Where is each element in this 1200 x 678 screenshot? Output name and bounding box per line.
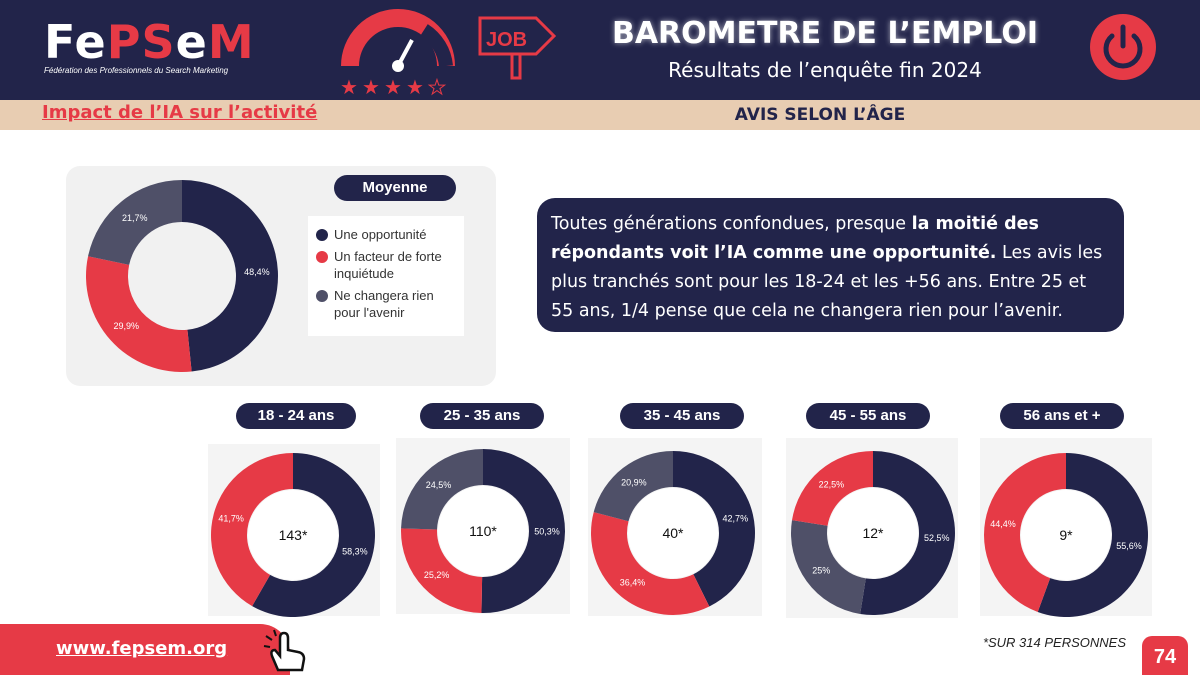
legend-dot bbox=[316, 290, 328, 302]
slice-value-label: 21,7% bbox=[122, 213, 148, 223]
svg-text:★: ★ bbox=[406, 77, 424, 98]
legend-item-inquietude: Un facteur de forte inquiétude bbox=[316, 248, 456, 282]
donut-slice bbox=[401, 449, 483, 530]
age-label-45-55: 45 - 55 ans bbox=[806, 403, 930, 429]
page-title: BAROMETRE DE L’EMPLOI bbox=[611, 16, 1039, 51]
footnote: *SUR 314 PERSONNES bbox=[982, 635, 1126, 650]
donut-chart-35-45: 42,7% 36,4% 20,9% 40* bbox=[591, 451, 755, 615]
page-number: 74 bbox=[1142, 636, 1188, 675]
donut-slice bbox=[1037, 453, 1148, 617]
legend-label: Une opportunité bbox=[334, 227, 427, 242]
age-label-25-35: 25 - 35 ans bbox=[420, 403, 544, 429]
donut-slice bbox=[984, 453, 1066, 612]
slice-value-label: 50,3% bbox=[534, 527, 560, 537]
slice-value-label: 58,3% bbox=[342, 546, 368, 556]
donut-center bbox=[438, 486, 528, 576]
sample-size-label: 143* bbox=[279, 527, 308, 543]
gauge-icon: ★ ★ ★ ★ ★ bbox=[340, 9, 455, 99]
legend-item-opportunite: Une opportunité bbox=[316, 226, 456, 243]
donut-slice bbox=[252, 453, 375, 617]
donut-center bbox=[628, 488, 718, 578]
svg-text:★: ★ bbox=[428, 77, 446, 98]
svg-text:JOB: JOB bbox=[486, 29, 527, 51]
donut-chart-25-35: 50,3% 25,2% 24,5% 110* bbox=[401, 449, 566, 613]
donut-slice bbox=[591, 512, 710, 615]
star-rating-icon: ★ ★ ★ ★ ★ bbox=[340, 77, 446, 99]
slice-value-label: 20,9% bbox=[621, 477, 647, 487]
header-bar bbox=[0, 0, 1200, 100]
donut-slice bbox=[593, 451, 673, 522]
slice-value-label: 42,7% bbox=[723, 513, 749, 523]
legend-label: Un facteur de forte inquiétude bbox=[334, 249, 442, 281]
slice-value-label: 41,7% bbox=[218, 514, 244, 524]
age-label-56-plus: 56 ans et + bbox=[1000, 403, 1124, 429]
slice-value-label: 29,9% bbox=[113, 321, 139, 331]
slice-value-label: 44,4% bbox=[990, 519, 1016, 529]
page-subtitle: Résultats de l’enquête fin 2024 bbox=[668, 58, 982, 82]
donut-slice bbox=[211, 453, 293, 607]
donut-chart-45-55: 52,5% 25% 22,5% 12* bbox=[791, 451, 955, 615]
donut-center bbox=[828, 488, 918, 578]
logo-subtitle: Fédération des Professionnels du Search … bbox=[44, 66, 229, 75]
slice-value-label: 25% bbox=[812, 566, 830, 576]
svg-text:★: ★ bbox=[384, 77, 402, 98]
click-hand-icon bbox=[263, 629, 306, 672]
summary-box: Toutes générations confondues, presque l… bbox=[537, 198, 1124, 332]
slice-value-label: 24,5% bbox=[426, 480, 452, 490]
sample-size-label: 9* bbox=[1059, 527, 1073, 543]
average-donut-chart: 48,4% 29,9% 21,7% bbox=[86, 180, 279, 372]
slice-value-label: 36,4% bbox=[620, 578, 646, 588]
donut-slice bbox=[791, 520, 866, 614]
donut-chart-56-plus: 55,6% 44,4% 9* bbox=[984, 453, 1148, 617]
legend-label: Ne changera rien pour l'avenir bbox=[334, 288, 434, 320]
donut-slice bbox=[182, 180, 279, 372]
slice-value-label: 48,4% bbox=[244, 267, 270, 277]
donut-slice bbox=[401, 528, 483, 613]
fepsem-logo: FePSeM bbox=[44, 15, 255, 69]
slice-value-label: 55,6% bbox=[1116, 541, 1142, 551]
donut-slice bbox=[860, 451, 955, 615]
donut-center bbox=[248, 490, 338, 580]
svg-text:★: ★ bbox=[362, 77, 380, 98]
average-title: Moyenne bbox=[334, 175, 456, 201]
donut-chart-18-24: 58,3% 41,7% 143* bbox=[211, 453, 375, 617]
donut-slice bbox=[481, 449, 566, 613]
donut-slice bbox=[88, 180, 182, 265]
svg-text:★: ★ bbox=[340, 77, 358, 98]
donut-slice bbox=[673, 451, 755, 607]
age-section-title: AVIS SELON L’ÂGE bbox=[734, 105, 906, 125]
website-link[interactable]: www.fepsem.org bbox=[56, 638, 228, 659]
chart-legend: Une opportunité Un facteur de forte inqu… bbox=[308, 216, 464, 336]
section-bar bbox=[0, 100, 1200, 130]
legend-dot bbox=[316, 229, 328, 241]
age-label-35-45: 35 - 45 ans bbox=[620, 403, 744, 429]
legend-dot bbox=[316, 251, 328, 263]
sample-size-label: 40* bbox=[662, 525, 684, 541]
donut-slice bbox=[86, 256, 192, 372]
slice-value-label: 25,2% bbox=[424, 570, 450, 580]
power-icon bbox=[1090, 14, 1156, 80]
slice-value-label: 22,5% bbox=[819, 479, 845, 489]
legend-item-rien: Ne changera rien pour l'avenir bbox=[316, 287, 456, 321]
job-sign-icon: JOB bbox=[478, 16, 557, 80]
donut-slice bbox=[792, 451, 873, 526]
sample-size-label: 12* bbox=[862, 525, 884, 541]
slice-value-label: 52,5% bbox=[924, 533, 950, 543]
section-title: Impact de l’IA sur l’activité bbox=[42, 102, 318, 123]
footer-bar bbox=[0, 624, 290, 675]
age-label-18-24: 18 - 24 ans bbox=[236, 403, 356, 429]
sample-size-label: 110* bbox=[469, 523, 497, 539]
donut-center bbox=[1021, 490, 1111, 580]
